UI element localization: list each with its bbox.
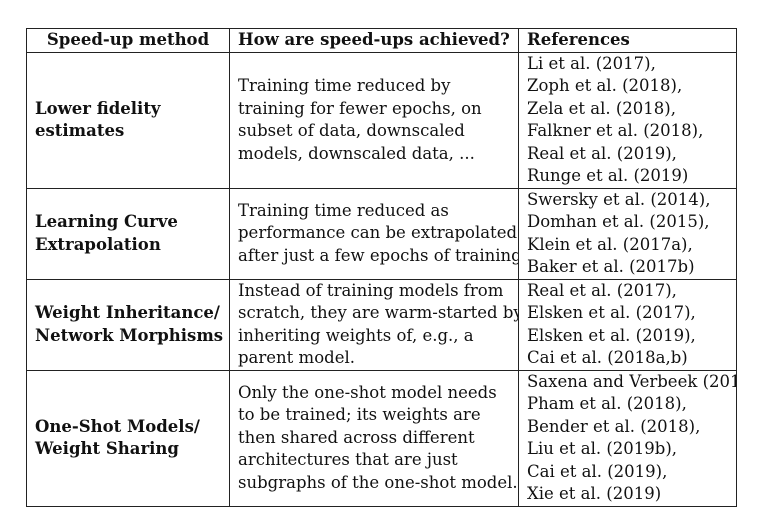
description-line: Only the one-shot model needs [238, 382, 497, 402]
reference-line: Klein et al. (2017a), [527, 234, 693, 254]
description-line: after just a few epochs of training. [238, 245, 519, 265]
reference-line: Bender et al. (2018), [527, 416, 701, 436]
reference-line: Zoph et al. (2018), [527, 76, 683, 95]
reference-line: Liu et al. (2019b), [527, 439, 678, 458]
description-cell: Only the one-shot model needs to be trai… [229, 369, 519, 507]
method-line: One-Shot Models/ [35, 416, 200, 436]
description-line: architectures that are just [238, 450, 458, 470]
description-line: parent model. [238, 348, 355, 367]
header-speedup-method: Speed-up method [26, 28, 230, 53]
method-line: Extrapolation [35, 234, 161, 254]
description-line: training for fewer epochs, on [238, 98, 482, 118]
description-cell: Instead of training models from scratch,… [229, 278, 519, 371]
table-row: One-Shot Models/ Weight Sharing Only the… [26, 369, 737, 507]
description-line: performance can be extrapolated [238, 223, 518, 243]
reference-line: Xie et al. (2019) [527, 484, 662, 503]
table-row: Lower fidelity estimates Training time r… [26, 51, 737, 189]
header-references: References [518, 28, 737, 53]
description-line: subset of data, downscaled [238, 121, 465, 140]
description-line: inheriting weights of, e.g., a [238, 325, 474, 345]
reference-line: Elsken et al. (2019), [527, 325, 696, 345]
method-cell: Weight Inheritance/ Network Morphisms [26, 278, 230, 371]
method-line: estimates [35, 121, 125, 140]
reference-line: Swersky et al. (2014), [527, 189, 711, 209]
table-row: Weight Inheritance/ Network Morphisms In… [26, 278, 737, 371]
description-line: Instead of training models from [238, 280, 504, 300]
description-line: then shared across different [238, 427, 475, 447]
description-line: to be trained; its weights are [238, 405, 481, 425]
references-cell: Li et al. (2017), Zoph et al. (2018), Ze… [518, 51, 737, 189]
reference-line: Falkner et al. (2018), [527, 121, 704, 140]
reference-line: Pham et al. (2018), [527, 394, 687, 413]
table-header-row: Speed-up method How are speed-ups achiev… [26, 28, 737, 53]
reference-line: Baker et al. (2017b) [527, 257, 695, 276]
description-line: subgraphs of the one-shot model. [238, 472, 518, 492]
method-line: Lower fidelity [35, 98, 161, 118]
references-cell: Real et al. (2017), Elsken et al. (2017)… [518, 278, 737, 371]
method-line: Network Morphisms [35, 325, 224, 345]
table-row: Learning Curve Extrapolation Training ti… [26, 187, 737, 280]
reference-line: Domhan et al. (2015), [527, 212, 710, 231]
method-cell: Learning Curve Extrapolation [26, 187, 230, 280]
reference-line: Li et al. (2017), [527, 53, 656, 73]
description-line: scratch, they are warm-started by [238, 303, 519, 322]
method-line: Learning Curve [35, 212, 178, 231]
description-line: Training time reduced by [238, 76, 451, 95]
header-how-achieved: How are speed-ups achieved? [229, 28, 519, 53]
reference-line: Elsken et al. (2017), [527, 303, 696, 322]
description-cell: Training time reduced as performance can… [229, 187, 519, 280]
method-line: Weight Sharing [35, 439, 179, 458]
description-line: models, downscaled data, ... [238, 143, 475, 163]
reference-line: Cai et al. (2018a,b) [527, 348, 688, 367]
reference-line: Cai et al. (2019), [527, 461, 668, 481]
method-line: Weight Inheritance/ [35, 303, 220, 322]
reference-line: Saxena and Verbeek (2016), [527, 371, 736, 391]
method-cell: One-Shot Models/ Weight Sharing [26, 369, 230, 507]
references-cell: Swersky et al. (2014), Domhan et al. (20… [518, 187, 737, 280]
reference-line: Zela et al. (2018), [527, 98, 676, 118]
reference-line: Runge et al. (2019) [527, 166, 689, 185]
method-cell: Lower fidelity estimates [26, 51, 230, 189]
description-cell: Training time reduced by training for fe… [229, 51, 519, 189]
speedup-methods-table: Speed-up method How are speed-ups achiev… [26, 28, 737, 507]
references-cell: Saxena and Verbeek (2016), Pham et al. (… [518, 369, 737, 507]
reference-line: Real et al. (2017), [527, 280, 677, 300]
description-line: Training time reduced as [238, 200, 449, 220]
reference-line: Real et al. (2019), [527, 143, 677, 163]
